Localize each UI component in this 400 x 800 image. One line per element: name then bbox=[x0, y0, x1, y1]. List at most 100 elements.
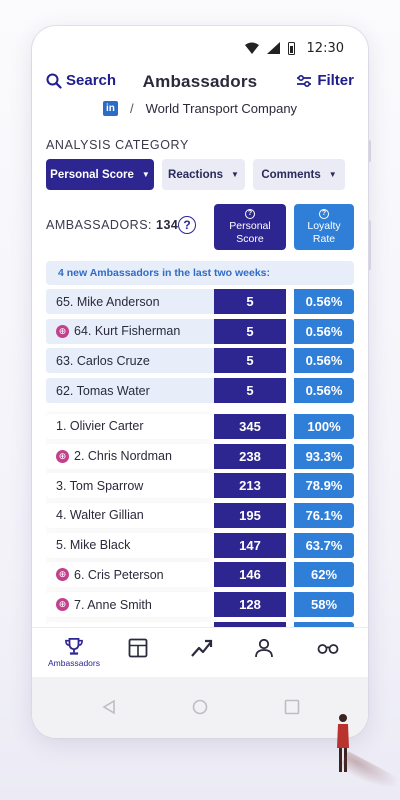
ambassador-name-cell: 63. Carlos Cruze bbox=[46, 348, 214, 374]
chip-label: Comments bbox=[261, 168, 321, 181]
ambassador-row[interactable]: 8. Peter Hill120 55% bbox=[46, 621, 354, 627]
ambassador-count: AMBASSADORS: 134 bbox=[46, 218, 178, 232]
decorative-figure-illustration bbox=[337, 714, 349, 772]
personal-score-cell: 5 bbox=[214, 318, 286, 344]
ambassador-row[interactable]: ⊕ 64. Kurt Fisherman 5 0.56% bbox=[46, 318, 354, 344]
nav-label: Ambassadors bbox=[48, 658, 100, 668]
status-time: 12:30 bbox=[306, 40, 344, 56]
company-name: World Transport Company bbox=[145, 100, 298, 116]
personal-score-cell: 195 bbox=[214, 502, 286, 528]
loyalty-rate-cell: 0.56% bbox=[294, 378, 354, 404]
page-title: Ambassadors bbox=[142, 72, 258, 91]
personal-score-cell: 213 bbox=[214, 473, 286, 499]
ambassador-row[interactable]: 65. Mike Anderson 5 0.56% bbox=[46, 289, 354, 314]
dashboard-grid-icon bbox=[128, 638, 148, 658]
ambassador-name-cell: ⊕ 2. Chris Nordman bbox=[46, 443, 214, 469]
ambassador-name-cell: 65. Mike Anderson bbox=[46, 289, 214, 314]
analysis-category-chips: Personal Score ▼ Reactions ▼ Comments ▼ bbox=[46, 159, 345, 190]
loyalty-rate-cell: 78.9% bbox=[294, 473, 354, 499]
ambassador-name-cell: ⊕ 7. Anne Smith bbox=[46, 592, 214, 617]
count-value: 134 bbox=[156, 218, 179, 232]
ambassador-row[interactable]: 1. Olivier Carter 345 100% bbox=[46, 413, 354, 439]
nav-ambassadors[interactable]: Ambassadors bbox=[48, 638, 100, 668]
phone-side-button bbox=[368, 140, 371, 162]
personal-score-cell: 5 bbox=[214, 289, 286, 314]
ambassador-row[interactable]: ⊕ 7. Anne Smith 128 58% bbox=[46, 592, 354, 617]
wifi-icon bbox=[244, 42, 259, 54]
personal-score-cell: 5 bbox=[214, 378, 286, 404]
nav-profile[interactable] bbox=[244, 638, 284, 668]
signal-icon bbox=[266, 42, 280, 54]
globe-icon: ⊕ bbox=[56, 449, 69, 463]
loyalty-rate-cell: 100% bbox=[294, 413, 354, 439]
company-breadcrumb: in / World Transport Company bbox=[32, 98, 368, 118]
ambassador-row[interactable]: ⊕ 2. Chris Nordman 238 93.3% bbox=[46, 443, 354, 469]
phone-volume-button bbox=[368, 220, 371, 270]
app-header: Ambassadors Search Filter bbox=[32, 70, 368, 98]
battery-icon bbox=[287, 41, 295, 55]
analysis-category-label: ANALYSIS CATEGORY bbox=[46, 138, 189, 152]
personal-score-cell: 345 bbox=[214, 413, 286, 439]
loyalty-rate-cell: 0.56% bbox=[294, 348, 354, 374]
filter-button[interactable]: Filter bbox=[296, 72, 354, 89]
ambassador-name: 64. Kurt Fisherman bbox=[74, 324, 181, 339]
help-icon[interactable]: ? bbox=[178, 216, 196, 234]
loyalty-rate-cell: 76.1% bbox=[294, 502, 354, 528]
ambassador-name-cell: 4. Walter Gillian bbox=[46, 502, 214, 528]
column-label: Personal bbox=[229, 220, 271, 232]
ambassador-name: 4. Walter Gillian bbox=[56, 508, 144, 523]
nav-trends[interactable] bbox=[182, 638, 222, 668]
globe-icon: ⊕ bbox=[56, 568, 69, 582]
search-icon bbox=[46, 73, 62, 89]
status-bar: 12:30 bbox=[32, 26, 368, 70]
personal-score-column-button[interactable]: ? Personal Score bbox=[214, 204, 286, 250]
ambassador-name: 65. Mike Anderson bbox=[56, 294, 160, 309]
ambassador-name: 5. Mike Black bbox=[56, 538, 131, 553]
search-label: Search bbox=[66, 72, 117, 89]
nav-insights[interactable] bbox=[308, 638, 348, 668]
ambassador-name: 63. Carlos Cruze bbox=[56, 353, 150, 368]
glasses-icon bbox=[317, 644, 339, 654]
chip-label: Reactions bbox=[168, 168, 224, 181]
back-icon[interactable] bbox=[102, 699, 116, 715]
loyalty-rate-cell: 0.56% bbox=[294, 318, 354, 344]
ambassador-row[interactable]: ⊕ 6. Cris Peterson 146 62% bbox=[46, 562, 354, 588]
ambassador-row[interactable]: 62. Tomas Water 5 0.56% bbox=[46, 378, 354, 404]
loyalty-rate-cell: 62% bbox=[294, 562, 354, 588]
system-nav-bar bbox=[32, 677, 368, 738]
ambassador-name-cell: 5. Mike Black bbox=[46, 532, 214, 558]
column-label: Rate bbox=[312, 233, 336, 245]
ambassador-name: 7. Anne Smith bbox=[74, 597, 152, 612]
bottom-nav: Ambassadors bbox=[32, 627, 368, 677]
ambassador-name: 6. Cris Peterson bbox=[74, 567, 164, 582]
globe-icon: ⊕ bbox=[56, 324, 69, 338]
personal-score-cell: 238 bbox=[214, 443, 286, 469]
ambassador-list[interactable]: 65. Mike Anderson 5 0.56% ⊕ 64. Kurt Fisherm… bbox=[46, 289, 354, 627]
ambassador-name: 1. Olivier Carter bbox=[56, 419, 144, 434]
ambassador-row[interactable]: 4. Walter Gillian 195 76.1% bbox=[46, 502, 354, 528]
ambassador-row[interactable]: 5. Mike Black 147 63.7% bbox=[46, 532, 354, 558]
nav-dashboard[interactable] bbox=[118, 638, 158, 668]
ambassador-name-cell: 8. Peter Hill bbox=[46, 621, 214, 627]
chip-personal-score[interactable]: Personal Score ▼ bbox=[46, 159, 154, 190]
new-ambassadors-banner: 4 new Ambassadors in the last two weeks: bbox=[46, 261, 354, 285]
chip-reactions[interactable]: Reactions ▼ bbox=[162, 159, 245, 190]
filter-label: Filter bbox=[317, 72, 354, 89]
ambassador-name-cell: ⊕ 6. Cris Peterson bbox=[46, 562, 214, 588]
loyalty-rate-column-button[interactable]: ? Loyalty Rate bbox=[294, 204, 354, 250]
loyalty-rate-cell: 55% bbox=[294, 621, 354, 627]
trend-up-icon bbox=[191, 639, 213, 657]
caret-down-icon: ▼ bbox=[141, 170, 150, 179]
chip-comments[interactable]: Comments ▼ bbox=[253, 159, 345, 190]
search-button[interactable]: Search bbox=[46, 72, 116, 89]
globe-icon: ⊕ bbox=[56, 598, 69, 611]
ambassador-name-cell: ⊕ 64. Kurt Fisherman bbox=[46, 318, 214, 344]
recents-icon[interactable] bbox=[284, 699, 300, 715]
ambassador-row[interactable]: 3. Tom Sparrow 213 78.9% bbox=[46, 473, 354, 499]
ambassador-name: 62. Tomas Water bbox=[56, 383, 150, 398]
ambassador-row[interactable]: 63. Carlos Cruze 5 0.56% bbox=[46, 348, 354, 374]
home-icon[interactable] bbox=[192, 699, 208, 715]
personal-score-cell: 128 bbox=[214, 592, 286, 617]
loyalty-rate-cell: 93.3% bbox=[294, 443, 354, 469]
column-label: Score bbox=[236, 233, 264, 245]
